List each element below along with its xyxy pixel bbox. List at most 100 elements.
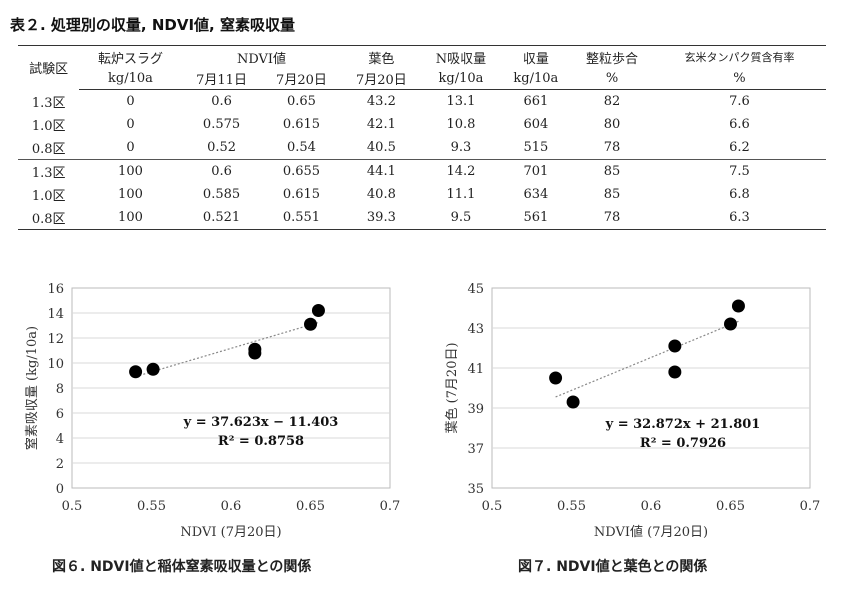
unit-yield: kg/10a: [500, 68, 572, 90]
header-grain-ratio: 整粒歩合: [571, 45, 653, 68]
cell-protein: 6.2: [729, 140, 750, 155]
x-tick-label: 0.55: [557, 499, 586, 514]
table-title: 表２. 処理別の収量, NDVI値, 窒素吸収量: [10, 16, 295, 34]
header-slag: 転炉スラグ: [79, 45, 182, 68]
cell-ndvi-0720: 0.615: [282, 117, 321, 132]
x-tick-label: 0.6: [221, 499, 242, 514]
cell-plot: 0.8区: [31, 142, 66, 157]
y-tick-label: 41: [467, 362, 484, 377]
data-point: [731, 299, 745, 313]
trendline: [135, 321, 319, 378]
table-row: 1.3区 100 0.6 0.655 44.1 14.2 701 85 7.5: [18, 159, 826, 183]
table-row: 1.3区 0 0.6 0.65 43.2 13.1 661 82 7.6: [18, 90, 826, 114]
cell-protein: 7.6: [729, 94, 750, 109]
unit-protein: %: [652, 68, 826, 90]
cell-grain-ratio: 82: [603, 94, 621, 109]
cell-grain-ratio: 85: [603, 187, 621, 202]
y-tick-label: 39: [467, 402, 484, 417]
x-tick-label: 0.7: [380, 499, 401, 514]
data-point: [311, 304, 325, 317]
cell-slag: 100: [79, 159, 182, 183]
data-point: [248, 346, 262, 360]
cell-ndvi-0711: 0.521: [181, 206, 262, 230]
cell-ndvi-0720: 0.655: [261, 159, 342, 183]
trendline: [555, 320, 739, 398]
cell-n-uptake: 9.3: [450, 140, 472, 155]
table-unit-row: kg/10a 7月11日 7月20日 7月20日 kg/10a kg/10a %…: [18, 68, 826, 90]
x-tick-label: 0.65: [716, 499, 745, 514]
cell-grain-ratio: 85: [571, 159, 653, 183]
x-tick-label: 0.5: [482, 499, 503, 514]
cell-ndvi-0711: 0.575: [202, 117, 241, 132]
table-row: 1.0区 0 0.575 0.615 42.1 10.8 604 80 6.6: [18, 113, 826, 136]
cell-protein: 6.6: [729, 117, 750, 132]
table-row: 0.8区 0 0.52 0.54 40.5 9.3 515 78 6.2: [18, 136, 826, 160]
header-ndvi: NDVI値: [181, 45, 342, 68]
x-tick-label: 0.65: [296, 499, 325, 514]
cell-slag: 0: [126, 117, 135, 132]
data-point: [668, 365, 682, 379]
x-tick-label: 0.55: [137, 499, 166, 514]
cell-leaf-color: 44.1: [341, 159, 422, 183]
cell-plot: 1.3区: [31, 95, 66, 111]
cell-protein: 6.3: [652, 206, 826, 230]
y-axis-label: 葉色 (7月20日): [444, 342, 460, 433]
unit-slag: kg/10a: [79, 68, 182, 90]
cell-plot: 1.0区: [31, 119, 66, 134]
cell-ndvi-0711: 0.6: [181, 159, 262, 183]
cell-leaf-color: 40.5: [366, 140, 396, 155]
table-row: 0.8区 100 0.521 0.551 39.3 9.5 561 78 6.3: [18, 206, 826, 230]
cell-yield: 701: [500, 159, 572, 183]
data-table: 試験区 転炉スラグ NDVI値 葉色 N吸収量 収量 整粒歩合 玄米タンパク質含…: [18, 45, 826, 230]
unit-grain-ratio: %: [571, 68, 653, 90]
y-tick-label: 14: [47, 307, 64, 322]
cell-slag: 0: [126, 94, 135, 109]
trend-equation: y = 32.872x + 21.801: [605, 417, 761, 432]
header-n-uptake: N吸収量: [421, 45, 501, 68]
cell-grain-ratio: 78: [603, 140, 621, 155]
cell-n-uptake: 14.2: [421, 159, 501, 183]
cell-grain-ratio: 80: [603, 117, 621, 132]
cell-yield: 661: [523, 94, 549, 109]
y-tick-label: 45: [467, 282, 484, 297]
cell-leaf-color: 43.2: [366, 94, 396, 109]
cell-yield: 561: [500, 206, 572, 230]
cell-leaf-color: 39.3: [341, 206, 422, 230]
cell-plot: 1.3区: [18, 159, 80, 183]
header-plot: 試験区: [18, 45, 80, 90]
trend-equation: y = 37.623x − 11.403: [183, 415, 339, 430]
data-point: [668, 339, 682, 353]
cell-ndvi-0720: 0.65: [286, 94, 316, 109]
data-point: [724, 317, 737, 331]
chart-n-uptake: 0 2 4 6 8 10 12 14 16 0.5 0.55 0.6 0.65 0.7 NDVI (7月20…: [24, 282, 401, 540]
y-tick-label: 4: [56, 432, 64, 447]
cell-leaf-color: 40.8: [366, 187, 396, 202]
cell-yield: 604: [523, 117, 549, 132]
r-squared: R² = 0.7926: [640, 436, 726, 451]
unit-ndvi-0720: 7月20日: [261, 68, 342, 90]
x-tick-label: 0.5: [62, 499, 83, 514]
data-point: [549, 371, 563, 385]
x-tick-label: 0.7: [800, 499, 821, 514]
y-tick-label: 43: [467, 322, 484, 337]
r-squared: R² = 0.8758: [218, 434, 304, 449]
cell-n-uptake: 13.1: [446, 94, 476, 109]
y-axis-label: 窒素吸収量 (kg/10a): [24, 326, 40, 450]
header-yield: 収量: [500, 45, 572, 68]
plot-area: [491, 287, 811, 489]
y-tick-label: 12: [47, 332, 64, 347]
unit-n-uptake: kg/10a: [421, 68, 501, 90]
cell-grain-ratio: 78: [571, 206, 653, 230]
cell-ndvi-0711: 0.6: [211, 94, 232, 109]
cell-protein: 6.8: [729, 187, 750, 202]
cell-yield: 634: [523, 187, 549, 202]
header-protein: 玄米タンパク質含有率: [652, 45, 826, 68]
cell-n-uptake: 9.5: [421, 206, 501, 230]
header-leaf-color: 葉色: [341, 45, 422, 68]
cell-protein: 7.5: [652, 159, 826, 183]
figure6-caption: 図６. NDVI値と稲体窒素吸収量との関係: [52, 559, 312, 575]
table-header-row: 試験区 転炉スラグ NDVI値 葉色 N吸収量 収量 整粒歩合 玄米タンパク質含…: [18, 45, 826, 90]
cell-yield: 515: [523, 140, 549, 155]
x-axis-label: NDVI (7月20日): [180, 525, 281, 540]
x-axis-label: NDVI値 (7月20日): [594, 524, 708, 540]
